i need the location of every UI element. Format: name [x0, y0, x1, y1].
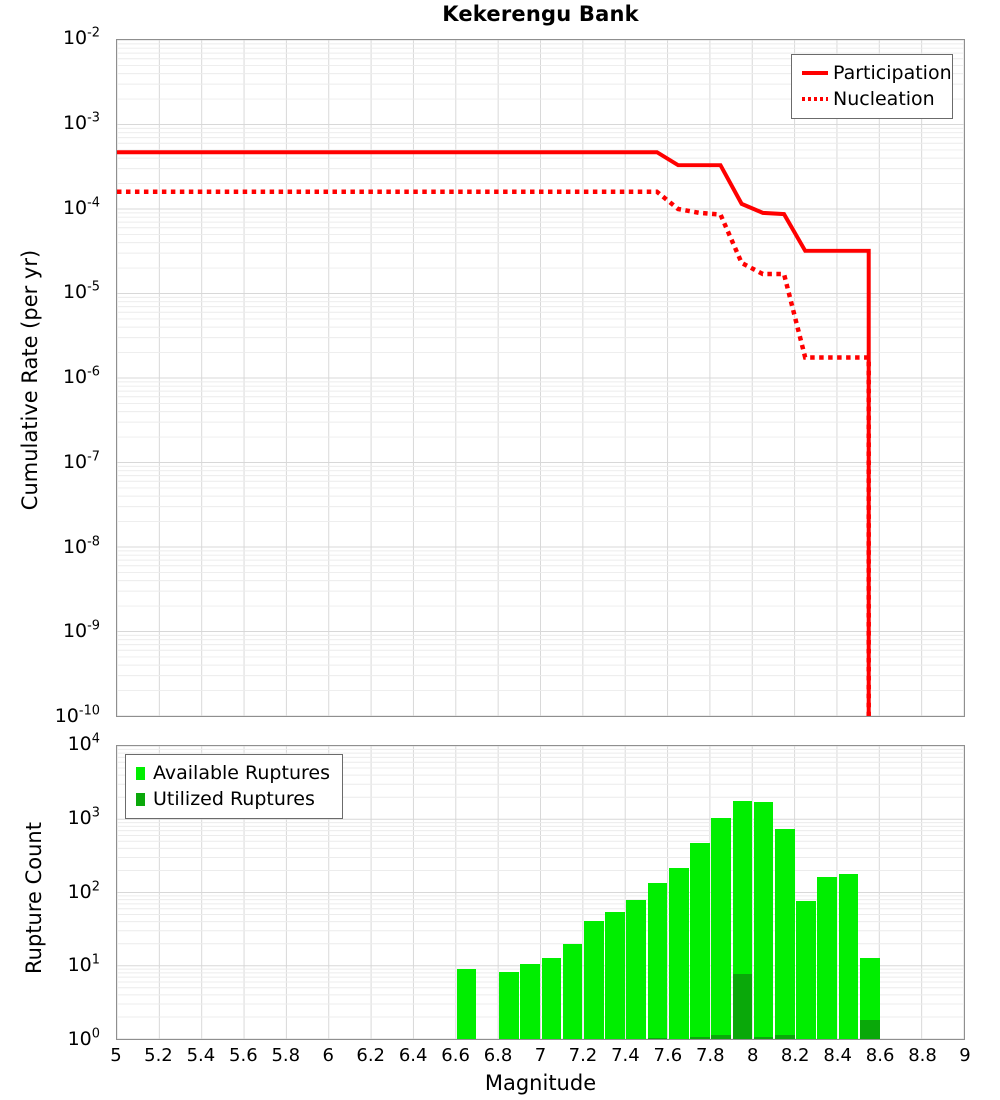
x-tick-6-4: 6.4	[398, 1045, 428, 1066]
x-tick-7: 7	[534, 1045, 547, 1066]
bar-available	[605, 912, 625, 1039]
y-tick-bottom-4: 100	[67, 1026, 100, 1050]
bottom-y-axis-title: Rupture Count	[22, 822, 46, 974]
y-tick-top-4: 10-6	[62, 364, 100, 388]
x-tick-9: 9	[959, 1045, 971, 1066]
bar-available	[690, 843, 710, 1039]
utilized-swatch-icon	[134, 790, 148, 808]
y-tick-top-7: 10-9	[62, 618, 100, 643]
bar-available	[626, 900, 647, 1039]
y-tick-top-2: 10-4	[62, 195, 100, 219]
x-tick-5-2: 5.2	[144, 1045, 173, 1066]
bar-utilized	[690, 1036, 710, 1039]
page-title: Kekerengu Bank	[442, 2, 639, 26]
bar-available	[499, 971, 519, 1039]
x-axis-title: Magnitude	[484, 1071, 597, 1095]
top-y-tick-labels: 10-2 10-3 10-4 10-5 10-6 10-7 10-8 10-9 10-10	[0, 27, 108, 726]
y-tick-bottom-0: 104	[67, 731, 100, 755]
legend-item-utilized-ruptures[interactable]: Utilized Ruptures	[134, 786, 334, 812]
bar-utilized	[732, 974, 753, 1039]
legend-label-nucleation: Nucleation	[833, 87, 935, 110]
curve-legend: Participation Nucleation	[791, 54, 953, 119]
curve-nucleation	[117, 189, 871, 716]
x-tick-5: 5	[110, 1045, 122, 1066]
top-y-axis-title: Cumulative Rate (per yr)	[18, 249, 42, 511]
legend-item-nucleation[interactable]: Nucleation	[800, 86, 944, 112]
y-tick-bottom-2: 102	[67, 879, 100, 903]
y-tick-top-3: 10-5	[62, 279, 100, 304]
bar-available	[838, 873, 859, 1039]
bar-available	[456, 968, 477, 1039]
grid-top	[117, 40, 964, 716]
bar-available	[774, 828, 795, 1039]
x-tick-7-8: 7.8	[695, 1045, 725, 1066]
bar-available	[583, 920, 604, 1039]
bar-utilized	[859, 1020, 880, 1039]
x-tick-8-8: 8.8	[908, 1045, 937, 1066]
x-tick-7-2: 7.2	[568, 1045, 598, 1066]
y-tick-top-8: 10-10	[54, 703, 100, 727]
bar-utilized	[647, 1037, 668, 1039]
bar-available	[541, 957, 562, 1039]
x-tick-5-6: 5.6	[229, 1045, 258, 1066]
bar-utilized	[753, 1036, 774, 1039]
x-tick-8-2: 8.2	[780, 1045, 810, 1066]
y-tick-bottom-1: 103	[67, 805, 100, 829]
bar-series-container	[117, 746, 964, 1039]
bar-available	[859, 957, 880, 1039]
x-tick-7-6: 7.6	[653, 1045, 683, 1066]
bar-utilized	[711, 1035, 732, 1039]
bar-available	[796, 900, 816, 1039]
y-tick-top-1: 10-3	[62, 110, 100, 134]
solid-line-icon	[800, 64, 830, 82]
y-tick-top-0: 10-2	[62, 25, 100, 49]
bar-available	[668, 867, 689, 1039]
bar-available	[520, 964, 540, 1039]
available-swatch-icon	[134, 764, 148, 782]
bar-legend: Available Ruptures Utilized Ruptures	[125, 754, 343, 819]
x-tick-6-2: 6.2	[356, 1045, 386, 1066]
x-tick-6-8: 6.8	[483, 1045, 513, 1066]
y-tick-top-6: 10-8	[62, 534, 100, 558]
legend-item-participation[interactable]: Participation	[800, 60, 952, 86]
x-tick-5-8: 5.8	[271, 1045, 301, 1066]
x-tick-8: 8	[747, 1045, 759, 1066]
x-tick-6: 6	[322, 1045, 334, 1066]
curve-participation	[117, 150, 871, 716]
x-tick-8-4: 8.4	[823, 1045, 852, 1066]
cumulative-rate-plot	[116, 39, 965, 717]
bar-available	[817, 877, 838, 1039]
bar-utilized	[774, 1035, 795, 1039]
bar-available	[647, 883, 668, 1039]
legend-label-available: Available Ruptures	[153, 761, 330, 784]
x-tick-5-4: 5.4	[186, 1045, 216, 1066]
legend-label-utilized: Utilized Ruptures	[153, 787, 315, 810]
legend-item-available-ruptures[interactable]: Available Ruptures	[134, 760, 334, 786]
x-tick-6-6: 6.6	[441, 1045, 470, 1066]
x-tick-7-4: 7.4	[611, 1045, 640, 1066]
bar-available	[562, 943, 583, 1039]
y-tick-top-5: 10-7	[62, 449, 100, 473]
y-tick-bottom-3: 101	[67, 952, 100, 977]
dotted-line-icon	[800, 90, 830, 108]
bar-available	[753, 802, 774, 1039]
mfd-curves	[117, 150, 871, 716]
x-tick-8-6: 8.6	[865, 1045, 895, 1066]
bar-available	[711, 818, 732, 1039]
legend-label-participation: Participation	[833, 61, 952, 84]
bottom-y-tick-labels: 104 103 102 101 100	[0, 733, 108, 1049]
